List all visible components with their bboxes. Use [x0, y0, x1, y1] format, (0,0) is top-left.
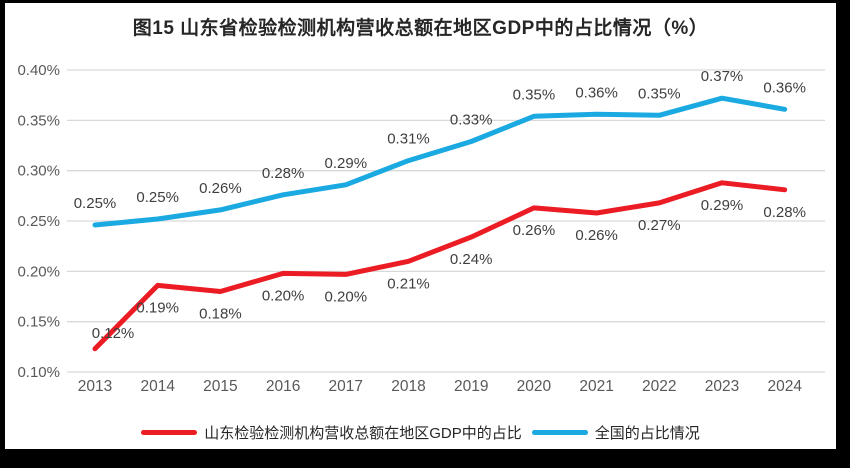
x-axis-tick-label: 2022	[642, 378, 676, 395]
legend-label-shandong: 山东检验检测机构营收总额在地区GDP中的占比	[204, 425, 522, 442]
data-label: 0.20%	[262, 287, 305, 304]
legend-label-national: 全国的占比情况	[594, 425, 700, 442]
y-axis-tick-label: 0.20%	[17, 263, 60, 280]
data-label: 0.31%	[387, 131, 430, 148]
legend-swatch-shandong-line	[141, 430, 198, 435]
data-label: 0.29%	[325, 155, 368, 172]
data-label: 0.25%	[74, 195, 117, 212]
x-axis-tick-label: 2019	[454, 378, 488, 395]
y-axis-tick-label: 0.25%	[17, 213, 60, 230]
legend-item-shandong: 山东检验检测机构营收总额在地区GDP中的占比	[141, 422, 522, 443]
data-label: 0.28%	[262, 165, 305, 182]
data-label: 0.35%	[513, 86, 556, 103]
data-label: 0.29%	[701, 197, 744, 214]
data-label: 0.12%	[92, 325, 135, 342]
y-axis-tick-label: 0.40%	[17, 62, 60, 79]
data-label: 0.26%	[199, 180, 242, 197]
legend-swatch-national-line	[531, 430, 588, 435]
legend-item-national: 全国的占比情况	[531, 422, 700, 443]
x-axis-tick-label: 2020	[517, 378, 552, 395]
data-label: 0.26%	[513, 222, 556, 239]
data-label: 0.36%	[763, 79, 806, 96]
x-axis-tick-label: 2023	[705, 378, 739, 395]
x-axis-tick-label: 2021	[579, 378, 613, 395]
data-label: 0.24%	[450, 251, 493, 268]
x-axis-tick-label: 2013	[78, 378, 112, 395]
chart-title: 图15 山东省检验检测机构营收总额在地区GDP中的占比情况（%）	[132, 18, 709, 39]
data-label: 0.26%	[575, 227, 618, 244]
y-axis-tick-label: 0.35%	[17, 112, 60, 129]
y-axis-tick-label: 0.30%	[17, 163, 60, 180]
chart-legend: 山东检验检测机构营收总额在地区GDP中的占比 全国的占比情况	[5, 422, 836, 443]
data-label: 0.20%	[325, 288, 368, 305]
x-axis-tick-label: 2018	[391, 378, 425, 395]
data-label: 0.37%	[701, 68, 744, 85]
data-label: 0.19%	[136, 299, 179, 316]
data-label: 0.36%	[575, 84, 618, 101]
x-axis-tick-label: 2014	[140, 378, 175, 395]
data-label: 0.35%	[638, 85, 681, 102]
data-label: 0.28%	[763, 204, 806, 221]
x-axis-tick-label: 2017	[329, 378, 363, 395]
y-axis-tick-label: 0.10%	[17, 364, 60, 381]
data-label: 0.21%	[387, 275, 430, 292]
series-line-national	[92, 95, 788, 228]
data-label: 0.33%	[450, 111, 493, 128]
data-label: 0.25%	[136, 189, 179, 206]
data-label: 0.18%	[199, 305, 242, 322]
chart-area: 图15 山东省检验检测机构营收总额在地区GDP中的占比情况（%） 0.40% 0.…	[5, 3, 836, 449]
y-axis-tick-label: 0.15%	[17, 314, 60, 331]
series-line-shandong	[92, 180, 788, 352]
x-axis-tick-label: 2016	[266, 378, 300, 395]
data-label: 0.27%	[638, 217, 681, 234]
chart-canvas: 0.40% 0.35% 0.30% 0.25% 0.20% 0.15% 0.10% 2013 2…	[17, 62, 825, 395]
x-axis-tick-label: 2015	[203, 378, 237, 395]
x-axis-tick-label: 2024	[767, 378, 802, 395]
